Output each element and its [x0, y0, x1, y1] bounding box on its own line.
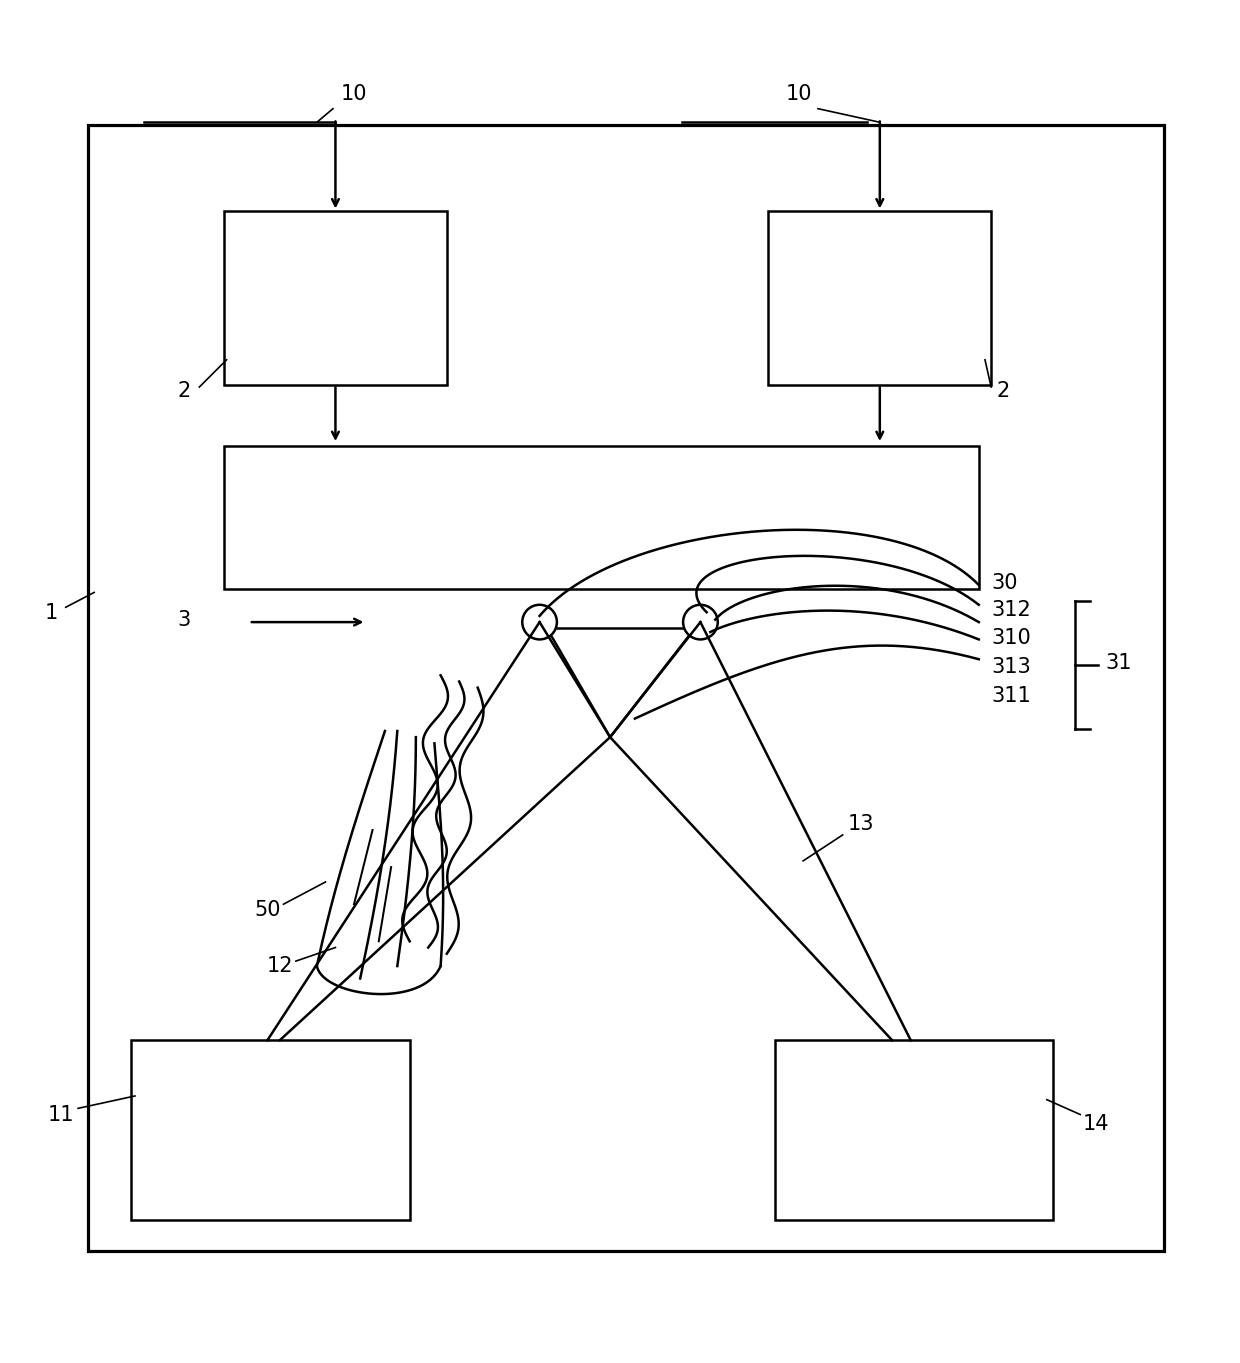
Text: 1: 1	[45, 604, 57, 623]
Text: 312: 312	[991, 600, 1030, 620]
Text: 11: 11	[47, 1104, 74, 1124]
Bar	[769, 211, 991, 384]
Bar	[224, 447, 978, 589]
Text: 12: 12	[267, 955, 293, 976]
Text: 13: 13	[848, 814, 874, 834]
Bar	[224, 211, 446, 384]
Bar	[131, 1040, 409, 1220]
Text: 2: 2	[997, 380, 1011, 401]
Bar	[775, 1040, 1053, 1220]
Text: 14: 14	[1083, 1115, 1110, 1134]
Text: 310: 310	[991, 628, 1030, 649]
Bar	[88, 125, 1164, 1251]
Text: 10: 10	[786, 83, 812, 104]
Text: 3: 3	[177, 609, 191, 630]
Text: 10: 10	[341, 83, 367, 104]
Text: 311: 311	[991, 687, 1030, 706]
Text: 31: 31	[1105, 653, 1131, 673]
Text: 30: 30	[991, 572, 1018, 593]
Text: 50: 50	[254, 901, 280, 920]
Text: 2: 2	[177, 380, 191, 401]
Text: 313: 313	[991, 657, 1030, 676]
